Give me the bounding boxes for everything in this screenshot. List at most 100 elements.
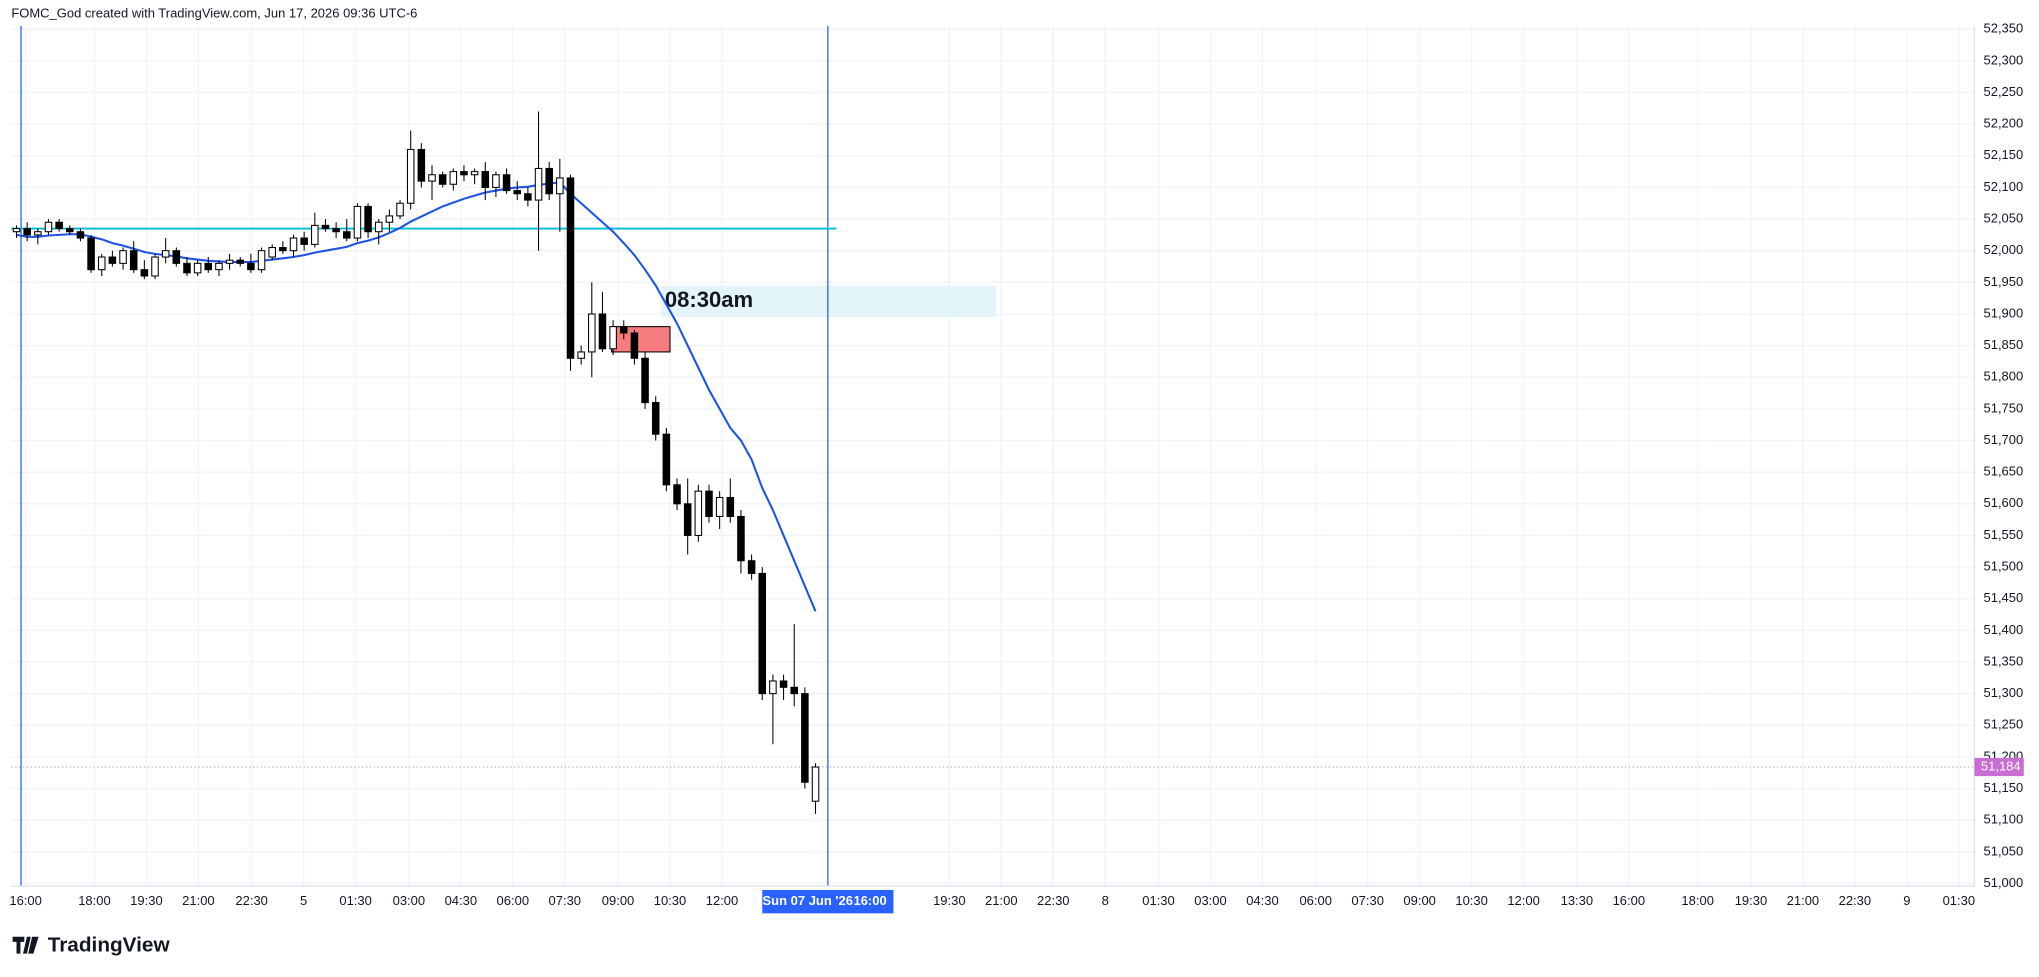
candle-body: [524, 193, 532, 201]
candle-body: [609, 326, 617, 350]
candle-body: [300, 237, 308, 245]
candle-body: [481, 171, 490, 188]
y-tick-label: 51,150: [1984, 780, 2024, 795]
candle-body: [588, 313, 596, 353]
candle-body: [161, 250, 170, 258]
candle-body: [225, 259, 234, 264]
candle-body: [747, 560, 756, 574]
candle-body: [790, 686, 798, 695]
candle-body: [34, 231, 42, 236]
candle-body: [534, 167, 543, 201]
candle-body: [97, 256, 106, 271]
header: FOMC_God created with TradingView.com, J…: [11, 6, 417, 21]
candle-body: [641, 357, 649, 404]
candle-body: [779, 680, 788, 688]
candle-body: [87, 237, 95, 271]
x-tick-label: 19:30: [1735, 893, 1768, 908]
candle-body: [129, 250, 138, 271]
x-tick-label: 07:30: [1351, 893, 1384, 908]
candle-body: [705, 490, 713, 517]
x-tick-label: 22:30: [1037, 893, 1070, 908]
y-tick-label: 51,400: [1984, 622, 2024, 637]
candle-body: [343, 231, 351, 239]
candle-body: [151, 256, 159, 277]
x-tick-label: 19:30: [130, 893, 163, 908]
candle-body: [55, 221, 63, 230]
y-tick-label: 51,300: [1984, 685, 2024, 700]
x-tick-label: 22:30: [1839, 893, 1872, 908]
candle-body: [545, 167, 553, 195]
logo-text: TradingView: [48, 933, 171, 956]
y-tick-label: 52,200: [1984, 116, 2024, 131]
candle-body: [406, 148, 415, 204]
y-tick-label: 52,150: [1984, 147, 2024, 162]
candle-body: [619, 326, 628, 334]
x-tick-label: 21:00: [985, 893, 1018, 908]
candle-body: [332, 228, 340, 233]
x-tick-label: 21:00: [1787, 893, 1820, 908]
y-tick-label: 52,000: [1984, 242, 2024, 257]
candle-body: [119, 250, 127, 264]
candle-body: [513, 190, 521, 195]
y-tick-label: 51,000: [1984, 875, 2024, 890]
x-tick-label: 04:30: [445, 893, 478, 908]
y-tick-label: 51,500: [1984, 559, 2024, 574]
candle-body: [417, 148, 426, 182]
candle-body: [215, 262, 223, 271]
candle-body: [396, 202, 404, 217]
y-tick-label: 51,350: [1984, 653, 2024, 668]
grid: [11, 25, 1975, 887]
y-tick-label: 51,700: [1984, 432, 2024, 447]
candle-body: [385, 215, 394, 223]
x-tick-label: 01:30: [1943, 893, 1976, 908]
last-price-badge: [1974, 757, 2024, 777]
candle-body: [726, 496, 735, 517]
x-tick-label: 16:00: [1613, 893, 1646, 908]
x-tick-label: 10:30: [1455, 893, 1488, 908]
candle-body: [236, 259, 245, 264]
x-tick-label: 22:30: [235, 893, 268, 908]
candle-body: [268, 247, 276, 258]
x-tick-label: 07:30: [549, 893, 582, 908]
candle-body: [460, 171, 468, 176]
candle-body: [247, 262, 255, 271]
candle-body: [769, 680, 777, 695]
y-tick-label: 51,950: [1984, 274, 2024, 289]
candle-body: [566, 177, 575, 359]
y-tick-label: 51,250: [1984, 717, 2024, 732]
candle-body: [630, 332, 639, 359]
candle-body: [172, 250, 181, 264]
candle-body: [577, 351, 585, 359]
x-tick-label: 19:30: [933, 893, 966, 908]
x-tick-label: 06:00: [1299, 893, 1332, 908]
x-tick-label: 06:00: [497, 893, 530, 908]
y-tick-label: 51,600: [1984, 495, 2024, 510]
candle-body: [108, 256, 117, 264]
y-tick-label: 51,800: [1984, 369, 2024, 384]
y-tick-label: 52,100: [1984, 179, 2024, 194]
logo: TradingView: [12, 933, 171, 956]
candle-body: [289, 237, 298, 252]
candle-body: [44, 221, 53, 233]
candle-body: [311, 224, 319, 245]
x-tick-label: 5: [300, 893, 307, 908]
candle-body: [183, 262, 191, 274]
candle-body: [470, 171, 479, 176]
plot: 08:30am: [11, 25, 1975, 887]
y-tick-label: 51,050: [1984, 843, 2024, 858]
candle-body: [556, 177, 564, 195]
candle-body: [353, 205, 362, 239]
x-tick-label: 12:00: [706, 893, 739, 908]
candle-body: [279, 247, 287, 252]
candle-body: [321, 224, 330, 230]
x-tick-label: 21:00: [182, 893, 215, 908]
candle-body: [715, 496, 724, 517]
candle-body: [758, 572, 767, 695]
x-tick-label: 9: [1903, 893, 1910, 908]
x-tick-label: 09:00: [1403, 893, 1436, 908]
x-tick-label: 03:00: [1194, 893, 1227, 908]
candle-body: [23, 228, 31, 236]
x-tick-label: 16:00: [9, 893, 42, 908]
